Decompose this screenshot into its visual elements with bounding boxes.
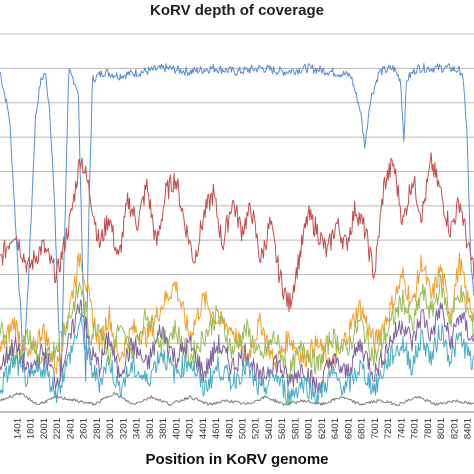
x-tick-label: 8401 [463,418,474,439]
x-tick-label: 6201 [317,418,328,439]
svg-text:2001: 2001 [39,418,50,439]
x-tick-label: 4801 [224,418,235,439]
x-tick-label: 3601 [145,418,156,439]
x-tick-label: 5401 [264,418,275,439]
svg-text:3601: 3601 [145,418,156,439]
series-line-1 [0,63,474,383]
svg-text:2201: 2201 [52,418,63,439]
x-tick-label: 8001 [436,418,447,439]
x-tick-label: 1401 [13,418,24,439]
x-tick-label: 2401 [65,418,76,439]
svg-text:2601: 2601 [79,418,90,439]
svg-text:2401: 2401 [65,418,76,439]
x-tick-label: 7401 [396,418,407,439]
series-line-6 [0,312,474,405]
x-tick-label: 4601 [211,418,222,439]
x-tick-label: 7201 [383,418,394,439]
svg-text:5601: 5601 [277,418,288,439]
x-tick-label: 6601 [343,418,354,439]
x-tick-label: 5201 [251,418,262,439]
x-tick-label: 7801 [423,418,434,439]
svg-text:3201: 3201 [118,418,129,439]
svg-text:7601: 7601 [410,418,421,439]
series-lines [0,63,474,407]
svg-text:7201: 7201 [383,418,394,439]
series-line-5 [0,299,474,394]
x-tick-label: 4401 [198,418,209,439]
x-tick-label: 4001 [171,418,182,439]
svg-text:5801: 5801 [290,418,301,439]
svg-text:4201: 4201 [185,418,196,439]
svg-text:6201: 6201 [317,418,328,439]
series-line-7 [0,392,474,407]
x-tick-label: 8201 [449,418,460,439]
svg-text:7001: 7001 [370,418,381,439]
x-axis-label: Position in KoRV genome [145,451,329,468]
svg-text:7801: 7801 [423,418,434,439]
x-tick-label: 6801 [357,418,368,439]
series-line-2 [0,152,474,313]
svg-text:6801: 6801 [357,418,368,439]
svg-text:5401: 5401 [264,418,275,439]
x-tick-label: 7001 [370,418,381,439]
svg-text:4401: 4401 [198,418,209,439]
svg-text:4601: 4601 [211,418,222,439]
svg-text:6401: 6401 [330,418,341,439]
x-tick-label: 6401 [330,418,341,439]
svg-text:6001: 6001 [304,418,315,439]
svg-text:4001: 4001 [171,418,182,439]
x-tick-label: 3001 [105,418,116,439]
x-tick-label: 2601 [79,418,90,439]
svg-text:1801: 1801 [26,418,37,439]
x-tick-label: 2801 [92,418,103,439]
svg-text:8401: 8401 [463,418,474,439]
svg-text:3401: 3401 [132,418,143,439]
svg-text:8201: 8201 [449,418,460,439]
svg-text:4801: 4801 [224,418,235,439]
svg-text:6601: 6601 [343,418,354,439]
svg-text:3801: 3801 [158,418,169,439]
series-line-4 [0,274,474,384]
x-tick-labels: 1401 1801 2001 2201 2401 2601 2801 3001 3201 3401… [13,418,474,439]
svg-text:2801: 2801 [92,418,103,439]
x-tick-label: 5801 [290,418,301,439]
x-tick-label: 5601 [277,418,288,439]
x-tick-label: 5001 [238,418,249,439]
x-tick-label: 6001 [304,418,315,439]
x-tick-label: 2001 [39,418,50,439]
x-tick-label: 1801 [26,418,37,439]
x-tick-label: 3801 [158,418,169,439]
svg-text:5001: 5001 [238,418,249,439]
x-tick-label: 3401 [132,418,143,439]
svg-text:1401: 1401 [13,418,24,439]
x-tick-label: 7601 [410,418,421,439]
svg-text:5201: 5201 [251,418,262,439]
x-tick-label: 3201 [118,418,129,439]
svg-text:7401: 7401 [396,418,407,439]
x-tick-label: 2201 [52,418,63,439]
svg-text:3001: 3001 [105,418,116,439]
chart-title: KoRV depth of coverage [150,2,324,19]
svg-text:8001: 8001 [436,418,447,439]
series-line-3 [0,252,474,374]
x-tick-label: 4201 [185,418,196,439]
